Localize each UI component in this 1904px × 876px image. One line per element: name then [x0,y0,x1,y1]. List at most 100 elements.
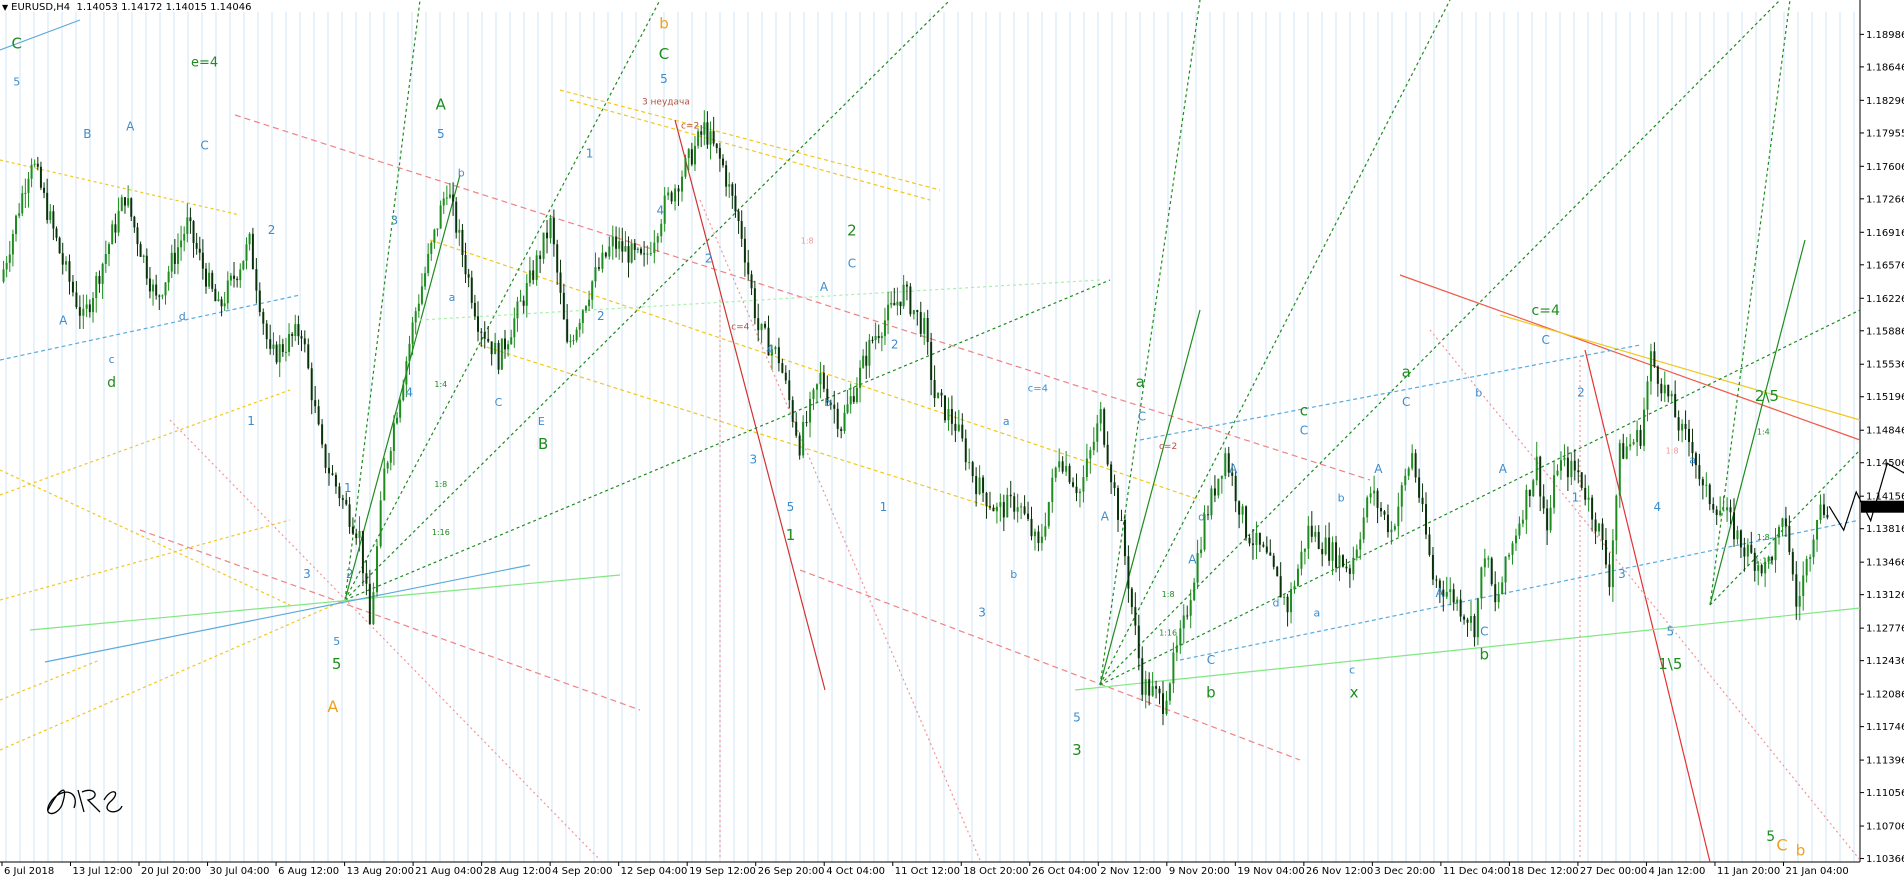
candle-body [1418,477,1421,498]
dropdown-triangle-icon[interactable]: ▼ [2,3,9,12]
candle-body [1819,504,1822,521]
candle-body [1352,557,1355,574]
candle-body [98,275,101,284]
candle-body [795,421,798,436]
trendlines [0,0,1861,863]
candle-body [355,533,358,539]
candle-body [1805,558,1808,576]
candle-body [161,295,164,297]
candle-body [1757,565,1760,571]
candle-body [310,368,313,401]
candle-body [601,252,604,269]
time-tick-label: 19 Sep 12:00 [689,866,756,876]
candle-body [1338,555,1341,568]
candle-body [1625,446,1628,459]
chart-title-bar: ▼ EURUSD,H4 1.14053 1.14172 1.14015 1.140… [2,2,251,13]
candle-body [1248,537,1251,544]
candle-body [142,255,145,257]
candle-body [1179,628,1182,646]
wave-label: 2 [847,222,857,240]
candle-body [439,205,442,229]
candle-body [1393,526,1396,530]
candle-body [1629,444,1632,447]
candle-body [649,253,652,255]
candle-body [1743,547,1746,557]
candle-body [1521,519,1524,524]
candle-body [170,252,173,272]
candle-body [569,340,572,342]
candle-body [186,217,189,234]
time-tick-label: 26 Sep 20:00 [758,866,825,876]
candle-body [1532,480,1535,497]
wave-label: B [538,435,548,453]
trendline [344,0,951,601]
candle-body [802,422,805,456]
candle-body [919,311,922,334]
candle-body [684,157,687,177]
candle-body [971,462,974,477]
wave-label: C [11,34,21,52]
candle-body [559,272,562,293]
wave-label: c [109,353,115,366]
candle-body [1674,394,1677,418]
wave-label: A [436,96,447,114]
candle-body [1362,517,1365,540]
candle-body [1656,366,1659,384]
candle-body [516,301,519,319]
candle-body [461,229,464,255]
candle-body [740,221,743,239]
candle-body [1771,556,1774,561]
candle-body [1719,510,1722,516]
wave-label: c=4 [731,322,749,332]
candle-body [822,372,825,389]
candle-body [615,236,618,249]
candle-body [331,473,334,475]
candle-body [887,304,890,321]
current-price-label: 1.14046 [1864,503,1904,514]
candle-body [417,303,420,312]
candle-body [5,262,8,270]
candle-body [43,187,46,193]
candle-body [712,131,715,144]
trendline [1499,314,1861,421]
wave-label: 5 [1766,829,1775,845]
candle-body [226,280,229,304]
candle-body [1767,556,1770,562]
trendline [674,119,826,691]
candle-body [1643,409,1646,446]
wave-label: 2 [891,338,899,352]
candle-body [1348,568,1351,574]
candle-body [880,336,883,339]
trendline [1139,344,1641,441]
candle-body [1016,507,1019,512]
price-tick-label: 1.13466 [1866,558,1904,569]
candle-body [36,163,39,167]
candle-body [1559,460,1562,471]
candle-body [1483,558,1486,568]
trendline [0,159,241,216]
author-signature [47,789,123,815]
candle-body [1525,489,1528,520]
candle-body [1103,409,1106,445]
wave-label: 1:16 [432,528,450,537]
time-tick-label: 18 Dec 12:00 [1511,866,1578,876]
candle-body [183,233,186,241]
candle-body [233,275,236,279]
candle-body [1684,423,1687,429]
candle-body [204,268,207,287]
price-tick-label: 1.15196 [1866,392,1904,403]
candle-body [1196,553,1199,583]
price-tick-label: 1.15536 [1866,360,1904,371]
candle-body [1210,488,1213,516]
candle-body [500,338,503,370]
candle-body [1598,523,1601,532]
candle-body [1546,508,1549,531]
candle-body [1539,456,1542,497]
price-tick-label: 1.16226 [1866,294,1904,305]
candle-body [405,361,408,385]
candle-body [1580,472,1583,488]
candle-body [1407,468,1410,476]
